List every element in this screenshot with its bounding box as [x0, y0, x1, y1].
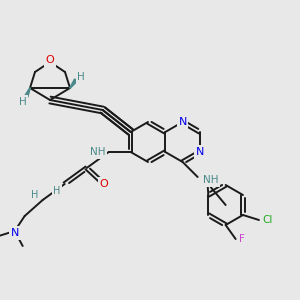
Text: NH: NH	[202, 175, 218, 185]
Text: O: O	[46, 55, 54, 65]
Text: NH: NH	[90, 147, 106, 157]
Text: N: N	[11, 228, 19, 238]
Text: H: H	[77, 72, 85, 82]
Text: N: N	[196, 147, 204, 157]
Text: F: F	[238, 234, 244, 244]
Text: H: H	[31, 190, 38, 200]
Polygon shape	[24, 88, 30, 98]
Text: H: H	[19, 97, 27, 107]
Text: N: N	[178, 117, 187, 127]
Polygon shape	[70, 79, 77, 88]
Text: Cl: Cl	[262, 215, 272, 225]
Text: H: H	[53, 186, 60, 196]
Text: O: O	[99, 179, 108, 189]
